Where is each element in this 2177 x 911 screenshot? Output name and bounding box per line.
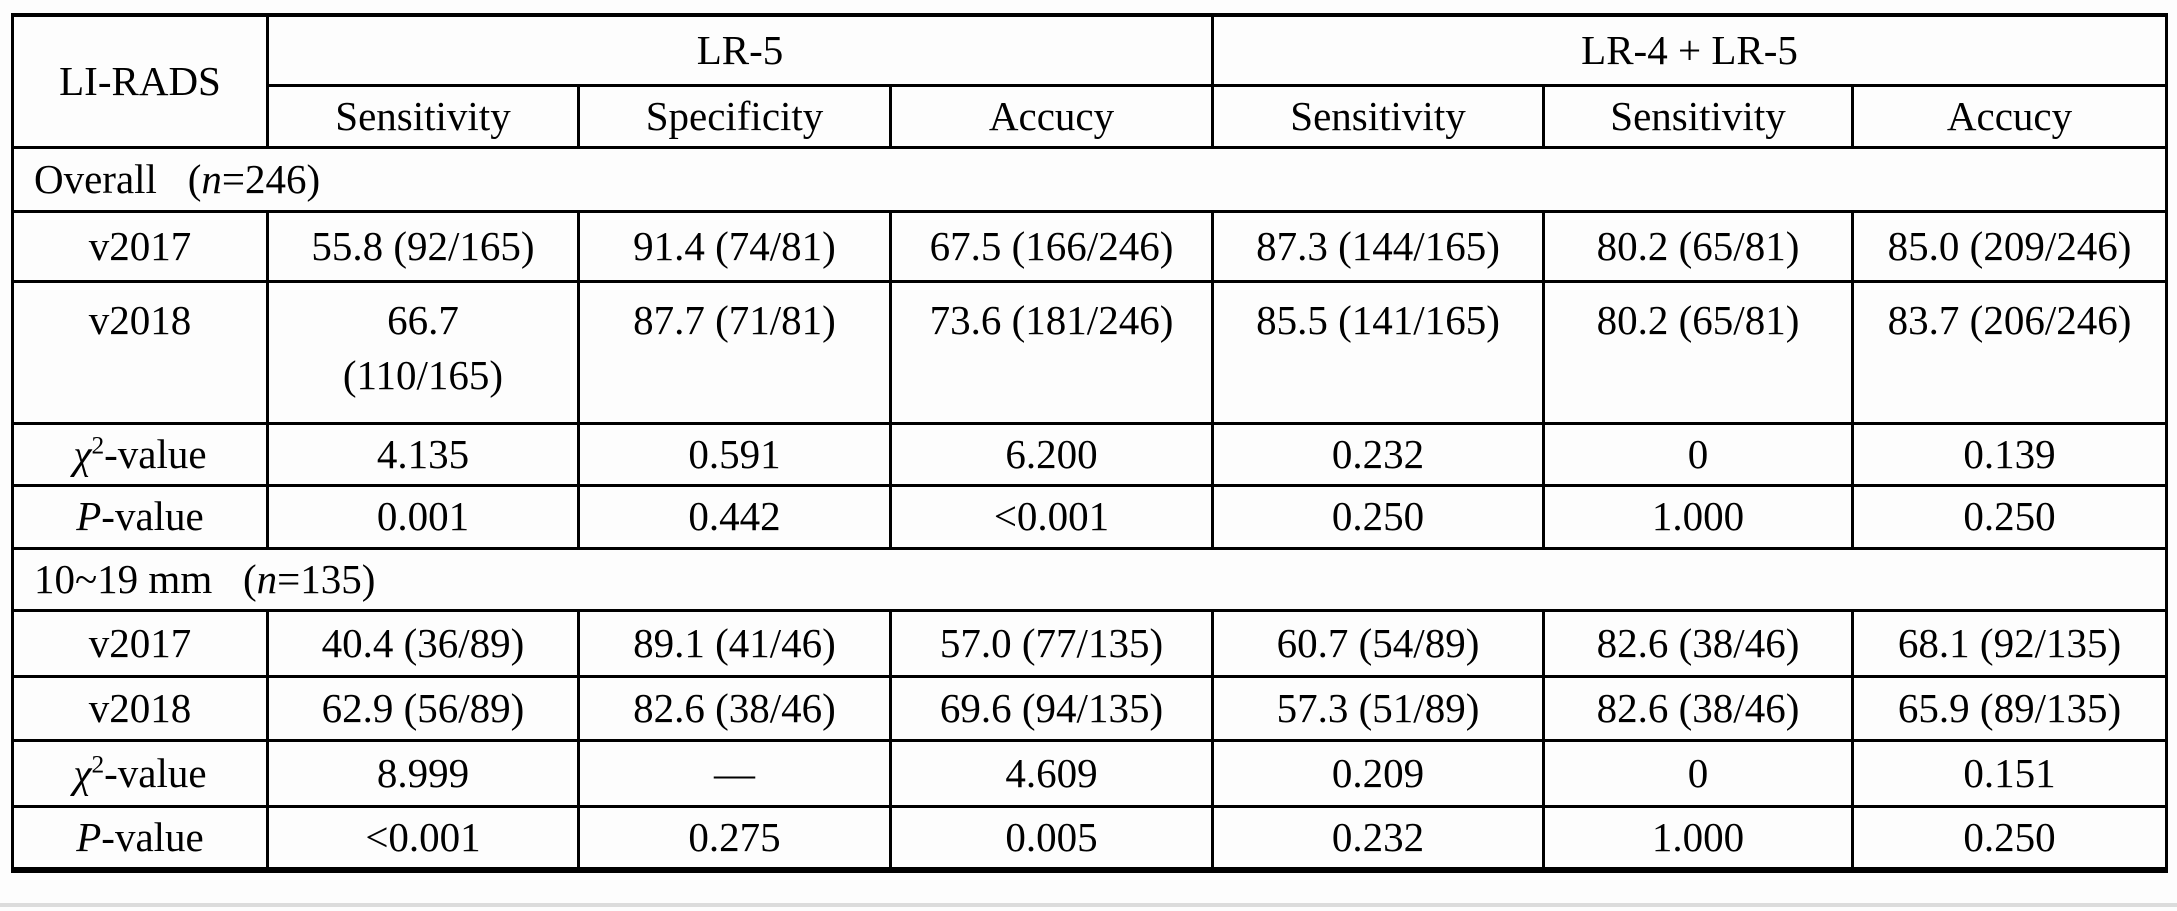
data-cell: 0.250	[1851, 484, 2169, 550]
table-row: P-value 0.001 0.442 <0.001 0.250 1.000 0…	[11, 484, 2169, 550]
data-cell: 6.200	[888, 421, 1215, 488]
data-cell: 83.7 (206/246)	[1851, 279, 2169, 425]
data-cell: 8.999	[266, 738, 580, 808]
data-cell: 73.6 (181/246)	[888, 279, 1215, 425]
scan-artifact-line	[0, 903, 2177, 907]
lirads-comparison-table: LI-RADS LR-5 LR-4 + LR-5 Sensitivity Spe…	[10, 13, 2169, 874]
data-cell: 0.250	[1211, 484, 1546, 550]
group-header-lr5: LR-5	[265, 13, 1215, 87]
row-label: P-value	[11, 804, 269, 872]
table-row: P-value <0.001 0.275 0.005 0.232 1.000 0…	[11, 804, 2169, 872]
column-header-accucy-lr45: Accucy	[1851, 83, 2169, 149]
section-row-10-19mm: 10~19 mm (n=135)	[10, 546, 2169, 612]
column-header-specificity-lr5: Specificity	[577, 83, 892, 149]
section-title: Overall (n=246)	[10, 145, 2169, 213]
column-header-row: Sensitivity Specificity Accucy Sensitivi…	[13, 83, 2169, 149]
group-header-lr4-lr5: LR-4 + LR-5	[1211, 13, 2169, 87]
data-cell: 82.6 (38/46)	[1542, 674, 1855, 742]
data-cell: 55.8 (92/165)	[266, 209, 580, 283]
data-cell: 67.5 (166/246)	[888, 209, 1215, 283]
data-cell: <0.001	[266, 804, 580, 872]
table-row: v2018 66.7 (110/165) 87.7 (71/81) 73.6 (1…	[11, 279, 2169, 425]
data-cell: 68.1 (92/135)	[1851, 608, 2169, 678]
data-cell: 80.2 (65/81)	[1542, 209, 1855, 283]
data-cell: 4.135	[266, 421, 580, 488]
data-cell: 0.232	[1211, 421, 1546, 488]
data-cell: 69.6 (94/135)	[888, 674, 1215, 742]
row-label: v2018	[11, 279, 269, 425]
data-cell: 85.5 (141/165)	[1211, 279, 1546, 425]
data-cell: 82.6 (38/46)	[577, 674, 892, 742]
row-label: P-value	[11, 484, 269, 550]
data-cell: 89.1 (41/46)	[577, 608, 892, 678]
table-row: χ2-value 4.135 0.591 6.200 0.232 0 0.139	[11, 421, 2169, 488]
data-cell: 0.250	[1851, 804, 2169, 872]
section-title: 10~19 mm (n=135)	[10, 546, 2169, 612]
data-cell: 1.000	[1542, 804, 1855, 872]
row-label: χ2-value	[11, 738, 269, 808]
data-cell: 66.7 (110/165)	[266, 279, 580, 425]
data-cell: 85.0 (209/246)	[1851, 209, 2169, 283]
data-cell: 0.139	[1851, 421, 2169, 488]
corner-header: LI-RADS	[11, 13, 269, 149]
table-row: v2017 55.8 (92/165) 91.4 (74/81) 67.5 (1…	[11, 209, 2169, 283]
data-cell: 80.2 (65/81)	[1542, 279, 1855, 425]
data-cell: 0	[1542, 421, 1855, 488]
data-cell: 0.001	[266, 484, 580, 550]
data-cell: 0.209	[1211, 738, 1546, 808]
table-row: χ2-value 8.999 — 4.609 0.209 0 0.151	[11, 738, 2169, 808]
data-cell: 0.232	[1211, 804, 1546, 872]
data-cell: 57.0 (77/135)	[888, 608, 1215, 678]
page: LI-RADS LR-5 LR-4 + LR-5 Sensitivity Spe…	[10, 13, 2169, 874]
row-label: v2017	[11, 209, 269, 283]
data-cell: 65.9 (89/135)	[1851, 674, 2169, 742]
data-cell: 60.7 (54/89)	[1211, 608, 1546, 678]
data-cell: 0.275	[577, 804, 892, 872]
data-cell: 0	[1542, 738, 1855, 808]
column-header-accucy-lr5: Accucy	[888, 83, 1215, 149]
row-label: v2017	[11, 608, 269, 678]
data-cell: 0.591	[577, 421, 892, 488]
section-row-overall: Overall (n=246)	[10, 145, 2169, 213]
column-header-sensitivity-lr45-a: Sensitivity	[1211, 83, 1546, 149]
column-header-sensitivity-lr45-b: Sensitivity	[1542, 83, 1855, 149]
table-row: v2017 40.4 (36/89) 89.1 (41/46) 57.0 (77…	[11, 608, 2169, 678]
data-cell: 82.6 (38/46)	[1542, 608, 1855, 678]
data-cell: 1.000	[1542, 484, 1855, 550]
data-cell: 57.3 (51/89)	[1211, 674, 1546, 742]
data-cell: 0.442	[577, 484, 892, 550]
data-cell: —	[577, 738, 892, 808]
data-cell: 4.609	[888, 738, 1215, 808]
data-cell: 0.005	[888, 804, 1215, 872]
row-label: χ2-value	[11, 421, 269, 488]
data-cell: 62.9 (56/89)	[266, 674, 580, 742]
data-cell: 91.4 (74/81)	[577, 209, 892, 283]
table-row: v2018 62.9 (56/89) 82.6 (38/46) 69.6 (94…	[11, 674, 2169, 742]
data-cell: 87.7 (71/81)	[577, 279, 892, 425]
data-cell: 87.3 (144/165)	[1211, 209, 1546, 283]
data-cell: <0.001	[888, 484, 1215, 550]
data-cell: 0.151	[1851, 738, 2169, 808]
column-header-sensitivity-lr5: Sensitivity	[266, 83, 580, 149]
group-header-row: LI-RADS LR-5 LR-4 + LR-5	[11, 13, 2169, 149]
data-cell: 40.4 (36/89)	[266, 608, 580, 678]
row-label: v2018	[11, 674, 269, 742]
